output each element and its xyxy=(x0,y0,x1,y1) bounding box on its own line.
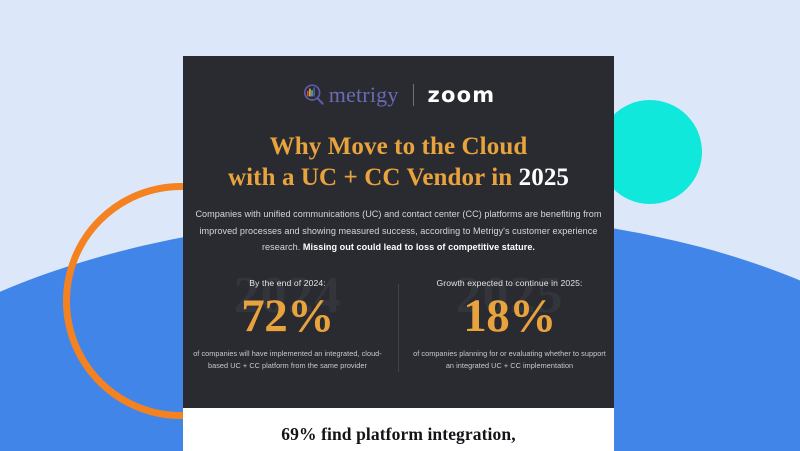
stats-divider xyxy=(398,283,399,372)
bottom-headline: 69% find platform integration, xyxy=(281,424,516,444)
headline-line-1: Why Move to the Cloud xyxy=(269,133,528,160)
stat-block-2024: 2024 By the end of 2024: 72% of companie… xyxy=(185,269,390,372)
stat-value-2024: 72% xyxy=(241,289,334,342)
stat-value-2025: 18% xyxy=(463,289,556,342)
intro-text: Companies with unified communications (U… xyxy=(195,209,602,253)
stat-label-2025: Growth expected to continue in 2025: xyxy=(436,277,583,288)
stat-caption-2024: of companies will have implemented an in… xyxy=(193,349,382,371)
magnifying-glass-bars-icon xyxy=(303,84,324,105)
metrigy-wordmark: metrigy xyxy=(328,82,399,107)
stat-block-2025: 2025 Growth expected to continue in 2025… xyxy=(407,269,612,372)
intro-emphasis: Missing out could lead to loss of compet… xyxy=(302,242,536,253)
stats-row: 2024 By the end of 2024: 72% of companie… xyxy=(183,269,614,372)
intro-paragraph: Companies with unified communications (U… xyxy=(191,206,607,256)
headline-line-2: with a UC + CC Vendor in 2025 xyxy=(183,163,614,194)
headline-year: 2025 xyxy=(518,163,570,191)
cyan-circle-shape xyxy=(598,100,702,204)
headline-line-2-text: with a UC + CC Vendor in xyxy=(227,163,519,191)
stat-caption-2025: of companies planning for or evaluating … xyxy=(413,349,606,371)
infographic-card: metrigy zoom Why Move to the Cloud with … xyxy=(183,56,614,408)
page-title: Why Move to the Cloud with a UC + CC Ven… xyxy=(183,132,614,193)
zoom-wordmark: zoom xyxy=(427,82,496,107)
bottom-white-strip: 69% find platform integration, xyxy=(183,408,614,451)
logo-row: metrigy zoom xyxy=(183,56,614,114)
logo-divider xyxy=(412,84,414,106)
metrigy-logo: metrigy xyxy=(302,83,399,107)
stat-label-2024: By the end of 2024: xyxy=(249,277,326,288)
